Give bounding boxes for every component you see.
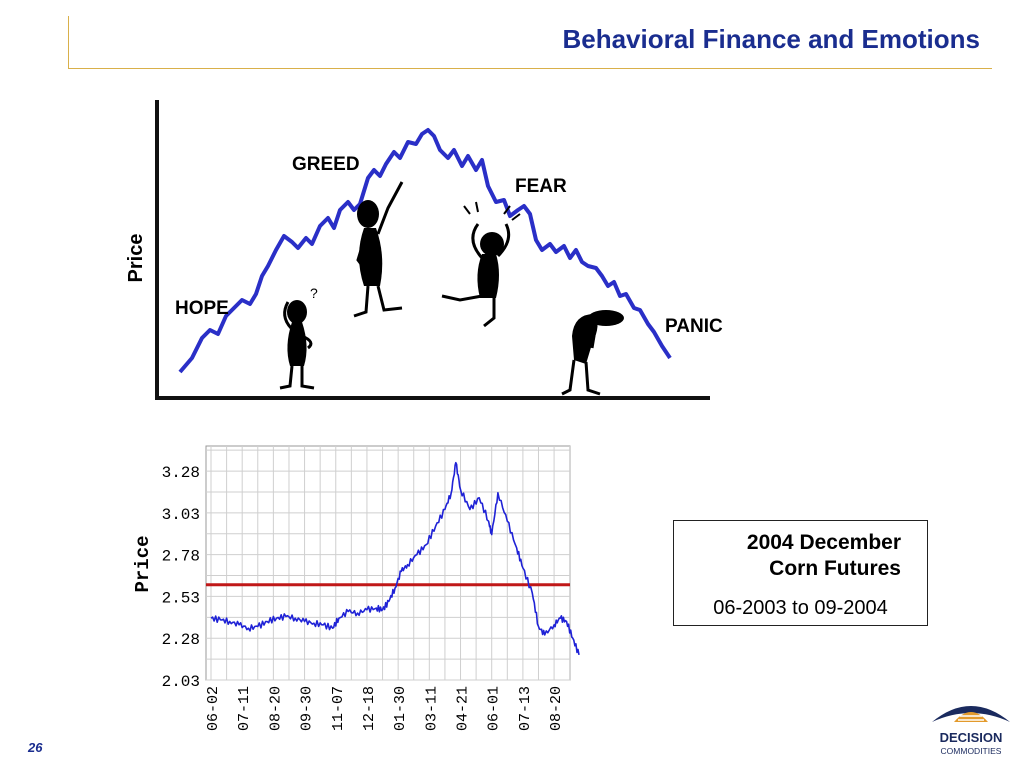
- x-tick-label: 09-30: [299, 686, 316, 731]
- chart-plot-area: [205, 445, 571, 681]
- contract-info-box: 2004 December Corn Futures 06-2003 to 09…: [673, 520, 928, 626]
- y-tick-label: 3.03: [162, 506, 200, 524]
- y-tick-label: 2.03: [162, 673, 200, 691]
- panic-figure: [561, 310, 624, 396]
- chart-x-ticks: 06-02 07-11 08-20 09-30 11-07 12-18 01-30 03-11…: [205, 686, 565, 731]
- x-tick-label: 07-11: [236, 686, 253, 731]
- chart-y-axis-label: Price: [132, 535, 154, 592]
- x-tick-label: 08-20: [267, 686, 284, 731]
- y-tick-label: 2.28: [162, 631, 200, 649]
- greed-label: GREED: [292, 154, 360, 175]
- price-series-line: [210, 461, 580, 656]
- x-tick-label: 08-20: [548, 686, 565, 731]
- x-tick-label: 06-01: [486, 686, 503, 731]
- logo-line1: DECISION: [940, 730, 1003, 745]
- panic-label: PANIC: [665, 316, 723, 337]
- y-tick-label: 2.78: [162, 548, 200, 566]
- contract-title-line2: Corn Futures: [769, 557, 901, 580]
- corn-futures-chart: 2.03 2.28 2.53 2.78 3.03 3.28 06-02 07-11 08-20…: [132, 445, 580, 731]
- illustration-axis-label: Price: [125, 234, 147, 283]
- x-tick-label: 06-02: [205, 686, 222, 731]
- contract-title-line1: 2004 December: [746, 531, 901, 554]
- hope-label: HOPE: [175, 298, 229, 319]
- slide-title: Behavioral Finance and Emotions: [562, 24, 980, 54]
- fear-figure: [441, 201, 521, 328]
- x-tick-label: 04-21: [455, 686, 472, 731]
- chart-grid: [206, 446, 571, 681]
- x-tick-label: 12-18: [361, 686, 378, 731]
- hope-question-mark: ?: [310, 285, 318, 301]
- x-tick-label: 01-30: [392, 686, 409, 731]
- x-tick-label: 11-07: [330, 686, 347, 731]
- logo-arc-icon: [932, 706, 1010, 722]
- title-frame-horizontal-line: [68, 68, 992, 69]
- emotion-cycle-illustration: Price ? HOPE GREED FEAR PANIC: [125, 100, 723, 400]
- title-frame-vertical-line: [68, 16, 69, 69]
- page-number: 26: [28, 740, 43, 755]
- y-tick-label: 2.53: [162, 589, 200, 607]
- decision-commodities-logo: DECISION COMMODITIES: [932, 706, 1010, 756]
- y-tick-label: 3.28: [162, 464, 200, 482]
- contract-date-range: 06-2003 to 09-2004: [713, 597, 888, 619]
- logo-line2: COMMODITIES: [941, 746, 1002, 756]
- x-tick-label: 07-13: [517, 686, 534, 731]
- chart-y-ticks: 2.03 2.28 2.53 2.78 3.03 3.28: [162, 464, 200, 691]
- emotion-price-curve: [178, 128, 672, 374]
- fear-label: FEAR: [515, 176, 567, 197]
- logo-field-icon: [958, 715, 984, 721]
- greed-figure: [353, 181, 404, 318]
- hope-figure: ?: [279, 285, 318, 390]
- x-tick-label: 03-11: [423, 686, 440, 731]
